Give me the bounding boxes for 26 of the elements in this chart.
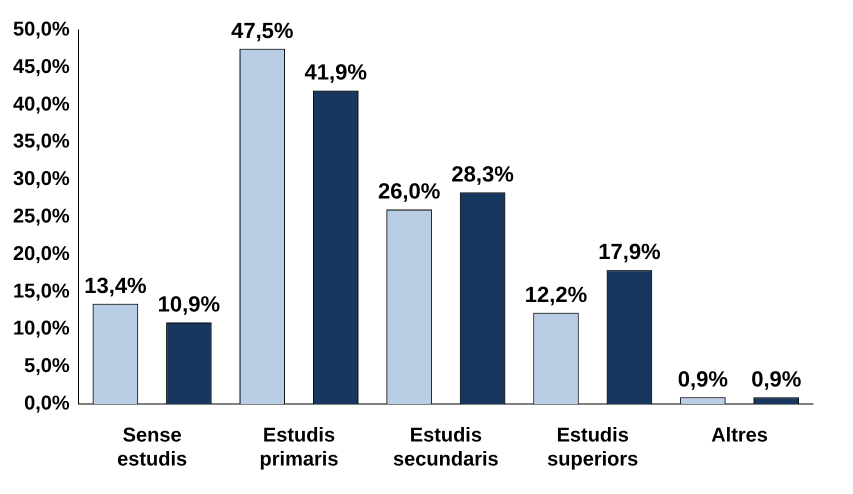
data-label: 28,3% (451, 161, 514, 186)
data-label: 41,9% (304, 60, 367, 85)
data-label: 12,2% (524, 282, 588, 307)
y-tick-label: 50,0% (12, 18, 70, 41)
data-label: 0,9% (678, 366, 728, 392)
y-tick-label: 30,0% (12, 168, 70, 190)
y-tick-label: 35,0% (12, 130, 70, 153)
x-tick-label: Altres (711, 424, 768, 447)
data-label: 10,9% (158, 292, 220, 317)
y-tick-label: 25,0% (12, 206, 70, 228)
data-label: 26,0% (378, 178, 440, 204)
x-tick-label: Sense estudis (117, 424, 188, 471)
data-label: 0,9% (751, 366, 802, 392)
y-tick-label: 5,0% (24, 355, 70, 378)
x-tick-label: Estudis superiors (547, 424, 638, 471)
data-label: 17,9% (598, 239, 661, 264)
data-label: 47,5% (231, 18, 294, 43)
y-tick-label: 0,0% (24, 392, 70, 415)
y-tick-label: 45,0% (12, 56, 70, 78)
x-tick-label: Estudis secundaris (393, 424, 499, 471)
x-tick-label: Estudis primaris (260, 424, 338, 471)
y-tick-label: 40,0% (12, 93, 70, 116)
y-tick-label: 15,0% (12, 280, 70, 302)
data-label: 13,4% (84, 272, 147, 298)
y-tick-label: 20,0% (12, 242, 70, 265)
y-tick-label: 10,0% (12, 318, 70, 340)
